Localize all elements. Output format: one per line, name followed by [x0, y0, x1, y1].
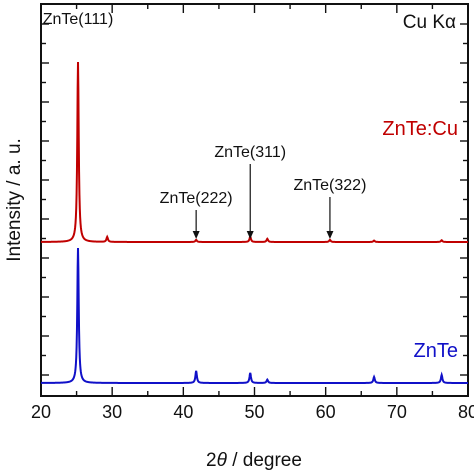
- annotation-znte-222: ZnTe(222): [160, 190, 233, 239]
- x-tick-labels: 20 30 40 50 60 70 80: [31, 402, 474, 422]
- x-tick-label-70: 70: [387, 402, 407, 422]
- x-tick-label-30: 30: [102, 402, 122, 422]
- radiation-label: Cu Kα: [403, 12, 456, 33]
- x-axis-title-suffix: / degree: [227, 450, 302, 471]
- x-tick-label-60: 60: [316, 402, 336, 422]
- x-axis-title-prefix: 2: [206, 450, 217, 471]
- annotation-layer: ZnTe(111) ZnTe(222) ZnTe(311) ZnTe(322): [43, 11, 366, 239]
- x-tick-label-20: 20: [31, 402, 51, 422]
- annotation-text-3: ZnTe(322): [293, 177, 366, 194]
- series-label-znte-cu: ZnTe:Cu: [382, 118, 458, 140]
- x-tick-label-40: 40: [173, 402, 193, 422]
- series-layer: [41, 61, 468, 384]
- series-znte: [41, 247, 468, 384]
- series-line-znte: [41, 247, 468, 384]
- annotation-arrow-head-2: [246, 231, 254, 239]
- annotation-arrow-head-3: [326, 231, 334, 239]
- annotation-znte-322: ZnTe(322): [293, 177, 366, 239]
- y-axis-title: Intensity / a. u.: [4, 138, 25, 262]
- annotation-text-2: ZnTe(311): [214, 144, 286, 161]
- annotation-znte-311: ZnTe(311): [214, 144, 286, 239]
- annotation-znte-111: ZnTe(111): [43, 11, 114, 28]
- x-tick-label-50: 50: [244, 402, 264, 422]
- x-tick-label-80: 80: [458, 402, 474, 422]
- series-label-znte: ZnTe: [414, 340, 458, 362]
- plot-frame: [40, 3, 469, 397]
- annotation-text-1: ZnTe(222): [160, 190, 233, 207]
- annotation-arrow-head-1: [192, 231, 200, 239]
- x-axis-title: 2θ / degree: [206, 450, 302, 471]
- x-axis-title-symbol: θ: [217, 450, 228, 471]
- series-line-znte-cu: [41, 61, 468, 243]
- annotation-text-0: ZnTe(111): [43, 11, 114, 28]
- axis-ticks: [40, 4, 469, 396]
